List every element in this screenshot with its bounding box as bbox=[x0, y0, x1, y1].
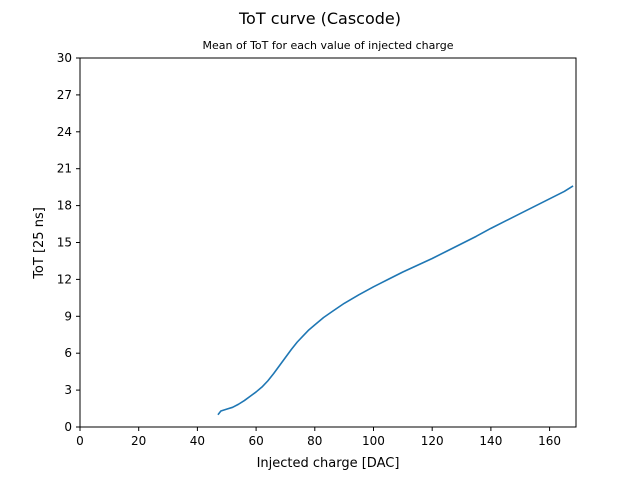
y-tick-label: 12 bbox=[57, 272, 72, 286]
x-tick-label: 60 bbox=[248, 434, 263, 448]
x-tick-label: 20 bbox=[131, 434, 146, 448]
x-tick-label: 80 bbox=[307, 434, 322, 448]
chart-title: ToT curve (Cascode) bbox=[238, 9, 401, 28]
y-tick-label: 27 bbox=[57, 88, 72, 102]
y-tick-label: 3 bbox=[64, 383, 72, 397]
y-axis-label: ToT [25 ns] bbox=[32, 207, 47, 280]
y-tick-label: 9 bbox=[64, 309, 72, 323]
x-tick-label: 160 bbox=[538, 434, 561, 448]
x-axis-label: Injected charge [DAC] bbox=[257, 456, 400, 471]
y-tick-label: 15 bbox=[57, 236, 72, 250]
series-layer bbox=[217, 185, 574, 416]
y-tick-label: 0 bbox=[64, 420, 72, 434]
x-tick-label: 40 bbox=[190, 434, 205, 448]
chart-subtitle: Mean of ToT for each value of injected c… bbox=[203, 39, 454, 52]
x-axis-ticks: 0 20 40 60 80 100 120 140 160 bbox=[76, 427, 561, 448]
x-tick-label: 120 bbox=[421, 434, 444, 448]
y-tick-label: 30 bbox=[57, 51, 72, 65]
y-tick-label: 24 bbox=[57, 125, 72, 139]
x-tick-label: 0 bbox=[76, 434, 84, 448]
plot-area bbox=[79, 57, 577, 428]
x-tick-label: 100 bbox=[362, 434, 385, 448]
series-line-0 bbox=[217, 185, 574, 416]
plot-frame bbox=[79, 57, 577, 428]
y-tick-label: 21 bbox=[57, 162, 72, 176]
y-axis-ticks: 0 3 6 9 12 15 18 21 24 27 30 bbox=[57, 51, 80, 434]
y-tick-label: 6 bbox=[64, 346, 72, 360]
y-tick-label: 18 bbox=[57, 199, 72, 213]
x-tick-label: 140 bbox=[479, 434, 502, 448]
